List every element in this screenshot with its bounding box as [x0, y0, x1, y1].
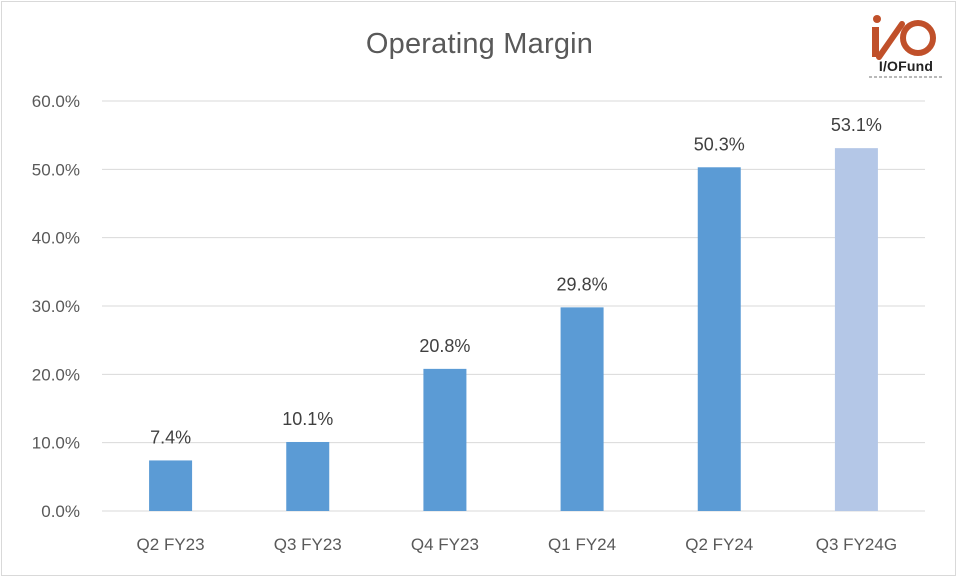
- y-tick-label: 10.0%: [32, 434, 80, 453]
- x-tick-label: Q4 FY23: [411, 535, 479, 554]
- logo-wordmark: I/OFund: [878, 58, 934, 74]
- data-labels: 7.4% 10.1% 20.8% 29.8% 50.3% 53.1%: [150, 115, 882, 447]
- x-tick-label: Q3 FY24G: [816, 535, 897, 554]
- io-fund-logo-icon: [872, 15, 936, 60]
- data-label: 53.1%: [831, 115, 882, 135]
- x-tick-label: Q2 FY24: [685, 535, 753, 554]
- y-axis-ticks: 0.0% 10.0% 20.0% 30.0% 40.0% 50.0% 60.0%: [32, 92, 80, 521]
- grid-lines: [102, 100, 925, 512]
- chart-title: Operating Margin: [365, 28, 594, 60]
- data-label: 50.3%: [694, 134, 745, 154]
- data-label: 10.1%: [282, 409, 333, 429]
- data-label: 20.8%: [419, 336, 470, 356]
- bar-q4-fy23: [423, 368, 467, 511]
- x-tick-label: Q2 FY23: [137, 535, 205, 554]
- y-tick-label: 30.0%: [32, 297, 80, 316]
- logo-tagline-decoration: [869, 76, 943, 78]
- y-tick-label: 50.0%: [32, 160, 80, 179]
- data-label: 29.8%: [557, 274, 608, 294]
- y-tick-label: 40.0%: [32, 229, 80, 248]
- x-tick-label: Q1 FY24: [548, 535, 616, 554]
- x-axis-ticks: Q2 FY23 Q3 FY23 Q4 FY23 Q1 FY24 Q2 FY24 Q3 FY…: [137, 535, 897, 554]
- y-tick-label: 60.0%: [32, 92, 80, 111]
- x-tick-label: Q3 FY23: [274, 535, 342, 554]
- bar-q3-fy23: [286, 441, 330, 511]
- y-tick-label: 0.0%: [41, 502, 80, 521]
- y-tick-label: 20.0%: [32, 365, 80, 384]
- data-label: 7.4%: [150, 427, 191, 447]
- bar-q3-fy24g: [834, 148, 878, 511]
- bar-q2-fy23: [149, 460, 193, 511]
- bar-q2-fy24: [697, 167, 741, 512]
- bars: [149, 148, 878, 512]
- bar-q1-fy24: [560, 307, 604, 511]
